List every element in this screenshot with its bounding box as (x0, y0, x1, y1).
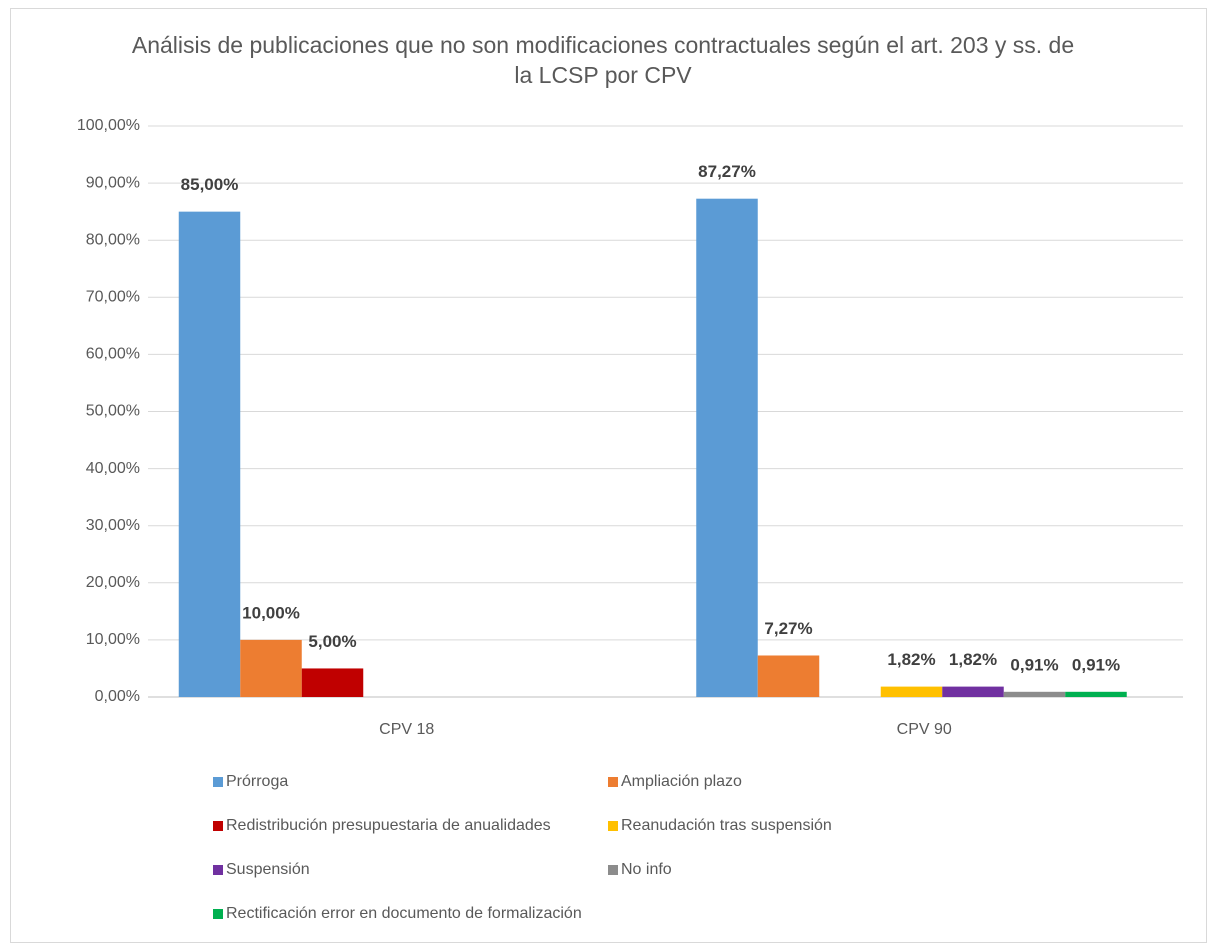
legend-label: No info (621, 861, 672, 878)
data-label: 85,00% (181, 175, 239, 194)
legend-swatch (213, 865, 223, 875)
data-label: 7,27% (764, 619, 812, 638)
data-label: 1,82% (949, 650, 997, 669)
data-label: 87,27% (698, 162, 756, 181)
data-label: 0,91% (1072, 655, 1120, 674)
bar (240, 639, 302, 697)
legend-label: Rectificación error en documento de form… (226, 905, 582, 922)
y-tick-label: 70,00% (86, 289, 140, 306)
data-label: 10,00% (242, 603, 300, 622)
y-tick-label: 40,00% (86, 460, 140, 477)
y-tick-label: 30,00% (86, 517, 140, 534)
bar (696, 198, 758, 697)
bar (880, 686, 943, 697)
data-label: 0,91% (1010, 655, 1058, 674)
legend-label: Prórroga (226, 773, 288, 790)
y-tick-label: 10,00% (86, 631, 140, 648)
y-tick-label: 80,00% (86, 231, 140, 248)
legend-label: Ampliación plazo (621, 773, 742, 790)
legend-swatch (608, 821, 618, 831)
legend-swatch (213, 777, 223, 787)
bar (942, 686, 1004, 697)
y-tick-label: 90,00% (86, 174, 140, 191)
y-tick-label: 0,00% (95, 688, 140, 705)
legend-swatch (213, 821, 223, 831)
y-tick-label: 20,00% (86, 574, 140, 591)
bar (757, 655, 820, 697)
chart-title: Análisis de publicaciones que no son mod… (131, 32, 1075, 88)
legend-swatch (608, 865, 618, 875)
bar (301, 668, 364, 697)
legend-swatch (213, 909, 223, 919)
legend-label: Reanudación tras suspensión (621, 817, 832, 834)
x-tick-label: CPV 18 (379, 721, 434, 738)
x-tick-label: CPV 90 (897, 721, 952, 738)
bar (1065, 691, 1127, 697)
data-label: 5,00% (308, 632, 356, 651)
y-tick-label: 60,00% (86, 346, 140, 363)
legend-swatch (608, 777, 618, 787)
legend-label: Suspensión (226, 861, 310, 878)
legend-label: Redistribución presupuestaria de anualid… (226, 817, 551, 834)
data-label: 1,82% (887, 650, 935, 669)
bar (1003, 691, 1066, 697)
bar (178, 211, 241, 697)
y-tick-label: 50,00% (86, 403, 140, 420)
y-tick-label: 100,00% (77, 117, 140, 134)
